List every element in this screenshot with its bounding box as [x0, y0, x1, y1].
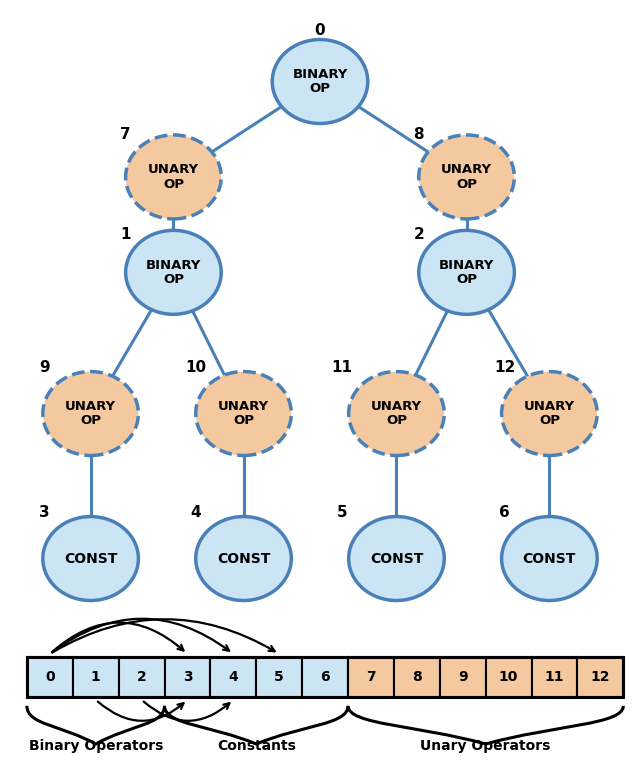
Text: BINARY
OP: BINARY OP: [292, 67, 348, 95]
Text: BINARY
OP: BINARY OP: [439, 259, 494, 286]
Text: Unary Operators: Unary Operators: [420, 738, 551, 753]
Bar: [302, 657, 348, 697]
Ellipse shape: [196, 372, 291, 456]
Text: UNARY
OP: UNARY OP: [65, 400, 116, 427]
Text: 3: 3: [40, 506, 50, 520]
Text: CONST: CONST: [370, 552, 423, 565]
Text: 5: 5: [275, 669, 284, 684]
Bar: [27, 657, 623, 697]
Bar: [256, 657, 302, 697]
Text: 3: 3: [182, 669, 192, 684]
Ellipse shape: [272, 40, 368, 123]
Text: 6: 6: [320, 669, 330, 684]
Text: 4: 4: [191, 506, 201, 520]
Bar: [211, 657, 256, 697]
Text: 12: 12: [494, 360, 515, 375]
Text: 1: 1: [91, 669, 100, 684]
Text: CONST: CONST: [523, 552, 576, 565]
Ellipse shape: [125, 231, 221, 314]
Bar: [486, 657, 532, 697]
Text: 5: 5: [337, 506, 348, 520]
Ellipse shape: [43, 516, 138, 601]
Bar: [532, 657, 577, 697]
Text: 11: 11: [545, 669, 564, 684]
Ellipse shape: [349, 372, 444, 456]
Text: 0: 0: [315, 23, 325, 38]
Text: 8: 8: [413, 127, 424, 142]
Text: 1: 1: [120, 227, 131, 241]
Text: 10: 10: [499, 669, 518, 684]
Bar: [118, 657, 164, 697]
Ellipse shape: [125, 135, 221, 219]
Text: Constants: Constants: [217, 738, 296, 753]
Ellipse shape: [419, 231, 515, 314]
Text: 0: 0: [45, 669, 54, 684]
Bar: [73, 657, 118, 697]
Text: 8: 8: [412, 669, 422, 684]
Text: 2: 2: [413, 227, 424, 241]
Text: BINARY
OP: BINARY OP: [146, 259, 201, 286]
Bar: [394, 657, 440, 697]
Text: 11: 11: [332, 360, 353, 375]
Text: UNARY
OP: UNARY OP: [524, 400, 575, 427]
Text: 4: 4: [228, 669, 238, 684]
Text: 6: 6: [499, 506, 510, 520]
Ellipse shape: [419, 135, 515, 219]
Text: Binary Operators: Binary Operators: [29, 738, 163, 753]
Text: 7: 7: [366, 669, 376, 684]
Ellipse shape: [502, 516, 597, 601]
Text: CONST: CONST: [217, 552, 270, 565]
Text: 9: 9: [40, 360, 50, 375]
Text: 7: 7: [120, 127, 131, 142]
Text: 12: 12: [591, 669, 610, 684]
Ellipse shape: [43, 372, 138, 456]
Text: 10: 10: [185, 360, 206, 375]
Bar: [348, 657, 394, 697]
Text: 9: 9: [458, 669, 468, 684]
Text: UNARY
OP: UNARY OP: [371, 400, 422, 427]
Text: 2: 2: [137, 669, 147, 684]
Bar: [164, 657, 211, 697]
Text: UNARY
OP: UNARY OP: [441, 163, 492, 191]
Ellipse shape: [502, 372, 597, 456]
Bar: [27, 657, 73, 697]
Text: UNARY
OP: UNARY OP: [218, 400, 269, 427]
Bar: [440, 657, 486, 697]
Bar: [577, 657, 623, 697]
Text: UNARY
OP: UNARY OP: [148, 163, 199, 191]
Ellipse shape: [349, 516, 444, 601]
Text: CONST: CONST: [64, 552, 117, 565]
Ellipse shape: [196, 516, 291, 601]
